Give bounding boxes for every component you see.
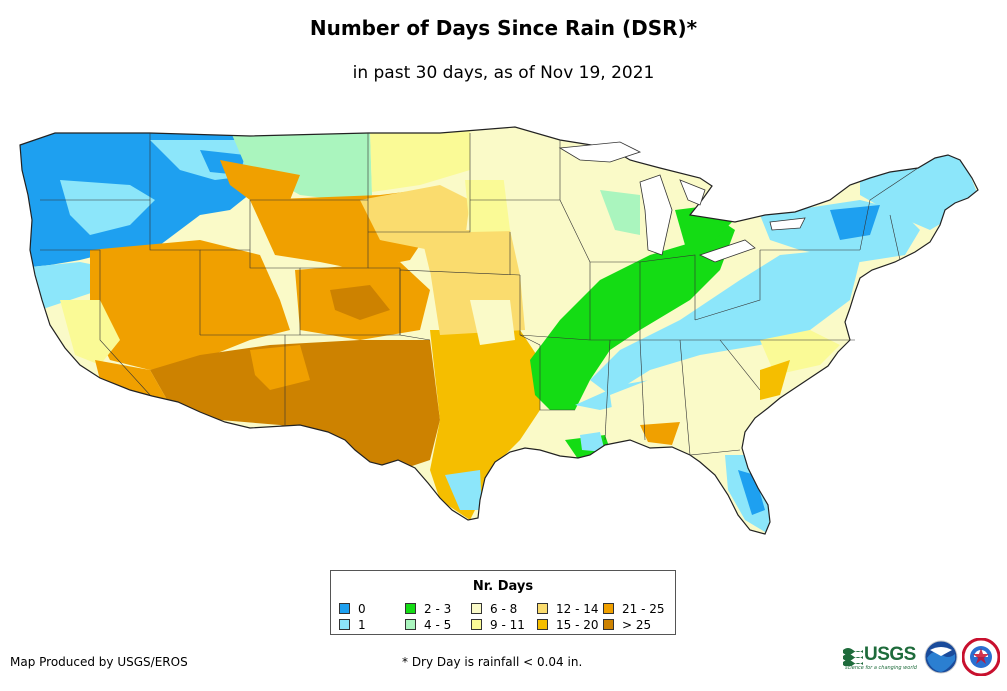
legend-label: 2 - 3	[424, 602, 452, 616]
legend-label: 12 - 14	[556, 602, 599, 616]
legend-item: 2 - 3	[405, 602, 451, 616]
legend-label: 0	[358, 602, 366, 616]
usgs-wave-icon	[843, 648, 863, 666]
legend-item: 6 - 8	[471, 602, 517, 616]
legend-item: 21 - 25	[603, 602, 665, 616]
legend-swatch	[339, 603, 350, 614]
legend-item: 12 - 14	[537, 602, 599, 616]
legend-swatch	[603, 619, 614, 630]
legend: Nr. Days 0 1 2 - 3 4 - 5 6 - 8 9 - 11 12 - 14 1…	[330, 570, 676, 635]
legend-swatch	[603, 603, 614, 614]
legend-item: 0	[339, 602, 366, 616]
legend-swatch	[537, 619, 548, 630]
legend-label: 4 - 5	[424, 618, 452, 632]
legend-item: 15 - 20	[537, 618, 599, 632]
legend-item: 4 - 5	[405, 618, 451, 632]
legend-label: 21 - 25	[622, 602, 665, 616]
usgs-logo-text: USGS	[864, 644, 916, 665]
legend-item: 9 - 11	[471, 618, 525, 632]
legend-label: 6 - 8	[490, 602, 518, 616]
legend-label: > 25	[622, 618, 652, 632]
legend-swatch	[471, 603, 482, 614]
dry-day-note: * Dry Day is rainfall < 0.04 in.	[402, 655, 583, 669]
map-credit: Map Produced by USGS/EROS	[10, 655, 188, 669]
legend-swatch	[339, 619, 350, 630]
legend-label: 1	[358, 618, 366, 632]
map-subtitle: in past 30 days, as of Nov 19, 2021	[352, 63, 655, 83]
usgs-logo: USGS science for a changing world	[843, 642, 919, 671]
legend-title: Nr. Days	[472, 579, 534, 594]
noaa-logo	[924, 640, 958, 674]
legend-label: 9 - 11	[490, 618, 525, 632]
legend-item: 1	[339, 618, 366, 632]
legend-label: 15 - 20	[556, 618, 599, 632]
usgs-tagline: science for a changing world	[845, 665, 917, 671]
legend-swatch	[405, 603, 416, 614]
nws-logo	[962, 638, 1000, 676]
legend-swatch	[537, 603, 548, 614]
legend-swatch	[405, 619, 416, 630]
legend-swatch	[471, 619, 482, 630]
legend-item: > 25	[603, 618, 651, 632]
map-title: Number of Days Since Rain (DSR)*	[309, 16, 698, 40]
